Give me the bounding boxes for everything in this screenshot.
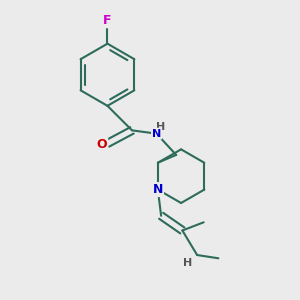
Text: H: H <box>156 122 165 132</box>
Text: N: N <box>153 183 163 196</box>
Text: F: F <box>103 14 112 27</box>
Text: O: O <box>97 138 107 151</box>
Text: N: N <box>152 129 161 139</box>
Text: H: H <box>183 258 192 268</box>
